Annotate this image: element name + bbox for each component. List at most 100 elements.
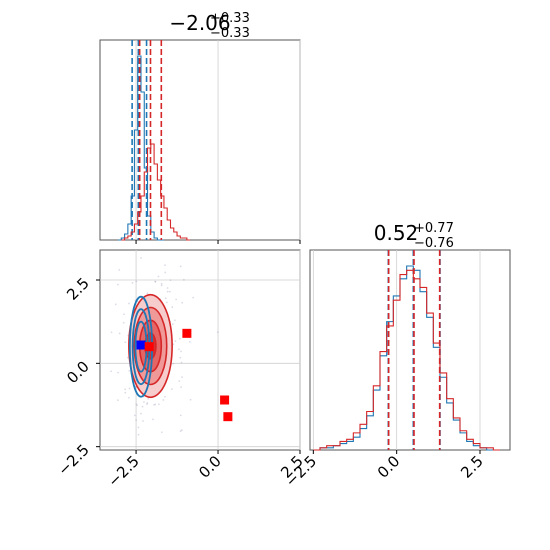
title-param1-sub: −0.33 (210, 26, 250, 41)
sample-point (135, 280, 138, 283)
sample-point (133, 414, 136, 417)
title-param2: 0.52 (374, 221, 419, 245)
sample-point (166, 287, 169, 289)
sample-point (114, 303, 117, 306)
sample-point (180, 386, 182, 389)
sample-point (180, 429, 183, 431)
sample-point (124, 391, 127, 394)
sample-point (179, 265, 182, 268)
sample-point (164, 271, 167, 274)
sample-point (170, 388, 173, 391)
sample-point (153, 403, 156, 406)
sample-point (146, 292, 149, 295)
sample-point (171, 306, 174, 308)
sample-point (118, 332, 121, 335)
sample-point (181, 301, 184, 304)
sample-point (147, 398, 150, 400)
sample-point (178, 337, 181, 340)
sample-point (164, 395, 166, 398)
sample-point (122, 321, 125, 324)
sample-point (189, 398, 192, 401)
sample-point (118, 268, 121, 271)
y-tick-label: 0.0 (63, 357, 93, 387)
sample-point (180, 350, 182, 353)
sample-point (135, 403, 138, 406)
sample-point (179, 414, 182, 417)
sample-point (175, 298, 178, 301)
sample-point (154, 280, 157, 283)
sample-point (137, 426, 140, 429)
sample-point (172, 343, 175, 346)
sample-point (179, 356, 182, 359)
sample-point (168, 290, 171, 293)
marker-square-0 (136, 340, 146, 350)
sample-point (157, 275, 160, 278)
sample-point (182, 278, 185, 281)
title-param2-sup: +0.77 (414, 221, 454, 236)
sample-point (160, 284, 163, 287)
sample-point (180, 361, 183, 364)
sample-point (128, 370, 131, 372)
sample-point (135, 419, 138, 422)
title-param2-main: 0.52 (374, 221, 419, 245)
sample-point (124, 388, 127, 391)
sample-point (169, 279, 172, 282)
sample-point (172, 362, 175, 365)
sample-point (166, 290, 169, 293)
sample-point (188, 340, 191, 343)
sample-point (174, 340, 177, 343)
sample-point (171, 323, 174, 326)
sample-point (127, 396, 130, 399)
sample-point (137, 433, 140, 436)
sample-point (136, 404, 139, 407)
sample-point (110, 331, 113, 334)
sample-point (141, 405, 144, 408)
panel-bottom-right: −2.5 0.0 2.5 0.52 +0.77 −0.76 (282, 221, 511, 491)
sample-point (154, 403, 157, 406)
sample-point (158, 403, 160, 406)
sample-point (179, 430, 182, 433)
panel-bottom-right-ticks: −2.5 0.0 2.5 (282, 450, 487, 491)
sample-point (140, 257, 142, 259)
x-tick-label: 0.0 (195, 452, 225, 482)
sample-point (124, 341, 127, 344)
sample-point (128, 387, 131, 390)
x-tick-label: 2.5 (457, 452, 487, 482)
sample-point (178, 380, 181, 382)
panel-bottom-right-frame (309, 249, 511, 451)
sample-point (117, 371, 119, 374)
sample-point (160, 431, 163, 434)
title-param1: −2.06 (169, 11, 230, 35)
panel-bottom-left-ticks: −2.5 0.0 2.5−2.50.02.5 (54, 274, 306, 490)
histogram-series-1 (313, 269, 500, 451)
title-param2-sub: −0.76 (414, 236, 454, 251)
title-param1-sup: +0.33 (210, 11, 250, 26)
x-tick-label: −2.5 (104, 452, 142, 490)
marker-square-3 (220, 395, 230, 405)
sample-point (165, 301, 168, 304)
sample-point (128, 302, 130, 305)
sample-point (181, 376, 183, 379)
sample-point (123, 313, 125, 316)
panel-bottom-left-content (100, 250, 301, 450)
sample-point (126, 356, 129, 359)
sample-point (174, 319, 176, 322)
sample-point (110, 370, 113, 373)
histogram-series-0 (313, 265, 500, 451)
sample-point (146, 403, 148, 405)
panel-bottom-right-content (312, 250, 500, 451)
y-tick-label: −2.5 (54, 441, 92, 479)
sample-point (162, 399, 165, 401)
y-tick-label: 2.5 (63, 274, 93, 304)
sample-point (164, 264, 166, 267)
histogram-series-1 (121, 143, 191, 241)
panel-top-left-content (118, 40, 301, 244)
marker-square-2 (182, 328, 192, 338)
panel-bottom-left: −2.5 0.0 2.5−2.50.02.5 (54, 249, 307, 491)
sample-point (131, 282, 134, 284)
sample-point (178, 348, 180, 351)
sample-point (192, 296, 195, 299)
sample-point (140, 412, 142, 415)
sample-point (142, 420, 144, 422)
